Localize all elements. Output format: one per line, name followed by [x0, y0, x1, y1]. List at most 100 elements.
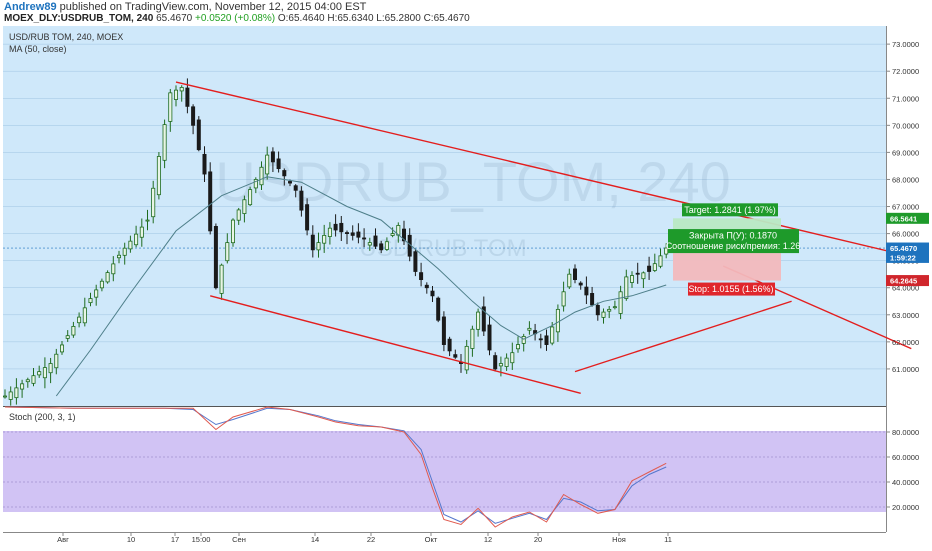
watermark-name: USD/RUB TOM: [359, 235, 526, 262]
candle-body: [14, 387, 19, 399]
watermark-symbol: USDRUB_TOM, 240: [215, 150, 731, 213]
candle-body: [430, 290, 435, 297]
candle-body: [99, 280, 104, 289]
trendline-rising-support[interactable]: [574, 300, 792, 373]
ohlc-line: MOEX_DLY:USDRUB_TOM, 240 65.4670 +0.0520…: [4, 13, 470, 24]
author-link[interactable]: Andrew89: [4, 1, 57, 13]
candle-body: [122, 247, 127, 256]
candle-body: [293, 185, 298, 191]
candle-body: [521, 336, 526, 344]
candle-body: [65, 335, 70, 339]
trendline-lower-channel[interactable]: [210, 295, 581, 394]
candle-body: [242, 199, 247, 214]
candle-body: [134, 233, 139, 246]
candle-body: [94, 289, 99, 298]
position-summary-badge[interactable]: [668, 229, 799, 254]
price-tick-label: 67.0000: [892, 203, 919, 212]
candle-body: [253, 179, 258, 189]
candle-body: [630, 275, 635, 283]
candle-body: [538, 338, 543, 341]
trendline-upper-channel[interactable]: [175, 81, 932, 267]
time-tick-label: 22: [367, 535, 375, 544]
price-tick-label: 70.0000: [892, 121, 919, 130]
price-tick-label: 62.0000: [892, 338, 919, 347]
candle-body: [550, 326, 555, 344]
price-tick-label: 61.0000: [892, 365, 919, 374]
price-axis[interactable]: 73.0000 72.0000 71.0000 70.0000 69.0000 68.00…: [886, 40, 919, 374]
candle-body: [270, 151, 275, 163]
candle-body: [498, 363, 503, 367]
candle-body: [447, 338, 452, 352]
target-label: Target: 1.2841 (1.97%): [684, 205, 776, 215]
candle-body: [276, 158, 281, 170]
candle-body: [578, 282, 583, 286]
scale-label-text: 65.4670: [890, 244, 917, 253]
price-tick-label: 72.0000: [892, 67, 919, 76]
time-tick-label: 10: [127, 535, 135, 544]
candle-body: [60, 344, 65, 353]
candle-body: [487, 324, 492, 351]
candle-body: [31, 375, 36, 384]
candle-body: [151, 187, 156, 218]
time-tick-label: Ноя: [612, 535, 626, 544]
candle-body: [607, 308, 612, 312]
price-change: +0.0520 (+0.08%): [195, 13, 276, 24]
candle-body: [145, 219, 150, 222]
publish-line: Andrew89 published on TradingView.com, N…: [4, 1, 366, 13]
candle-body: [310, 234, 315, 251]
candle-body: [185, 87, 190, 107]
stoch-tick-label: 80.0000: [892, 428, 919, 437]
candle-body: [173, 89, 178, 100]
candle-body: [111, 263, 116, 275]
candle-body: [635, 272, 640, 275]
candle-body: [316, 242, 321, 251]
scale-label-box: [886, 242, 929, 254]
candle-body: [384, 241, 389, 250]
candle-body: [162, 124, 167, 161]
time-tick-label: 15:00: [192, 535, 211, 544]
target-badge[interactable]: [682, 203, 778, 217]
series-legend[interactable]: USD/RUB TOM, 240, MOEX: [9, 32, 123, 42]
candle-body: [191, 106, 196, 126]
candle-body: [339, 222, 344, 233]
closed-pnl-label: Закрыта П(У): 0.1870: [689, 231, 777, 241]
chart-svg[interactable]: USDRUB_TOM, 240 USD/RUB TOM Target: 1.28…: [2, 26, 932, 546]
stop-label: Stop: 1.0155 (1.56%): [688, 284, 773, 294]
candle-body: [327, 227, 332, 237]
candle-body: [664, 247, 669, 255]
low-value: L:65.2800: [376, 13, 421, 24]
candle-body: [561, 291, 566, 307]
time-axis[interactable]: Авг 10 17 15:00 Сен 14 22 Окт 12 20 Ноя 11: [57, 532, 672, 544]
stop-zone[interactable]: [673, 253, 781, 281]
scale-label-box: [886, 275, 929, 287]
stoch-axis[interactable]: 80.0000 60.0000 40.0000 20.0000: [886, 428, 919, 512]
chart-area[interactable]: USDRUB_TOM, 240 USD/RUB TOM Target: 1.28…: [2, 26, 932, 546]
scale-label-text: 1:59:22: [890, 253, 916, 262]
candle-body: [37, 371, 42, 376]
stoch-tick-label: 20.0000: [892, 503, 919, 512]
candle-body: [390, 233, 395, 236]
candle-body: [590, 293, 595, 306]
grid: [3, 43, 886, 508]
candle-body: [179, 87, 184, 92]
candle-body: [601, 311, 606, 318]
candle-body: [618, 291, 623, 314]
stoch-legend[interactable]: Stoch (200, 3, 1): [9, 412, 76, 422]
candle-body: [362, 237, 367, 240]
candle-body: [236, 209, 241, 221]
candle-body: [647, 265, 652, 272]
candle-body: [259, 166, 264, 186]
candle-body: [2, 395, 7, 398]
candle-body: [82, 307, 87, 324]
candle-body: [476, 311, 481, 330]
symbol-label: MOEX_DLY:USDRUB_TOM, 240: [4, 13, 154, 24]
candle-body: [230, 219, 235, 244]
candle-body: [595, 304, 600, 316]
publish-info: published on TradingView.com, November 1…: [59, 1, 367, 13]
stop-badge[interactable]: [688, 282, 775, 296]
time-tick-label: 12: [484, 535, 492, 544]
open-value: O:65.4640: [277, 13, 325, 24]
ma-legend[interactable]: MA (50, close): [9, 44, 67, 54]
candle-body: [48, 363, 53, 374]
candle-body: [652, 263, 657, 271]
